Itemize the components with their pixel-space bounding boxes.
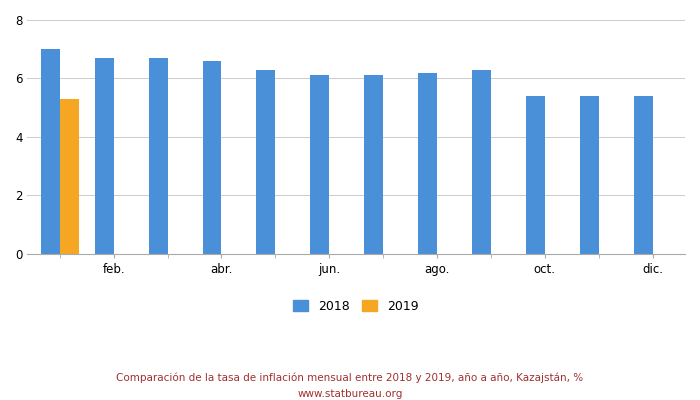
Bar (634, 96, 652, 254)
Bar (202, 61, 221, 254)
Bar (94, 58, 113, 254)
Text: www.statbureau.org: www.statbureau.org (298, 389, 402, 399)
Legend: 2018, 2019: 2018, 2019 (288, 295, 424, 318)
Bar (418, 72, 437, 254)
Bar (148, 58, 167, 254)
Bar (364, 76, 383, 254)
Bar (472, 70, 491, 254)
Bar (526, 96, 545, 254)
Bar (41, 49, 60, 254)
Bar (580, 96, 598, 254)
Bar (60, 99, 78, 254)
Bar (310, 76, 329, 254)
Text: Comparación de la tasa de inflación mensual entre 2018 y 2019, año a año, Kazajs: Comparación de la tasa de inflación mens… (116, 373, 584, 383)
Bar (256, 70, 275, 254)
